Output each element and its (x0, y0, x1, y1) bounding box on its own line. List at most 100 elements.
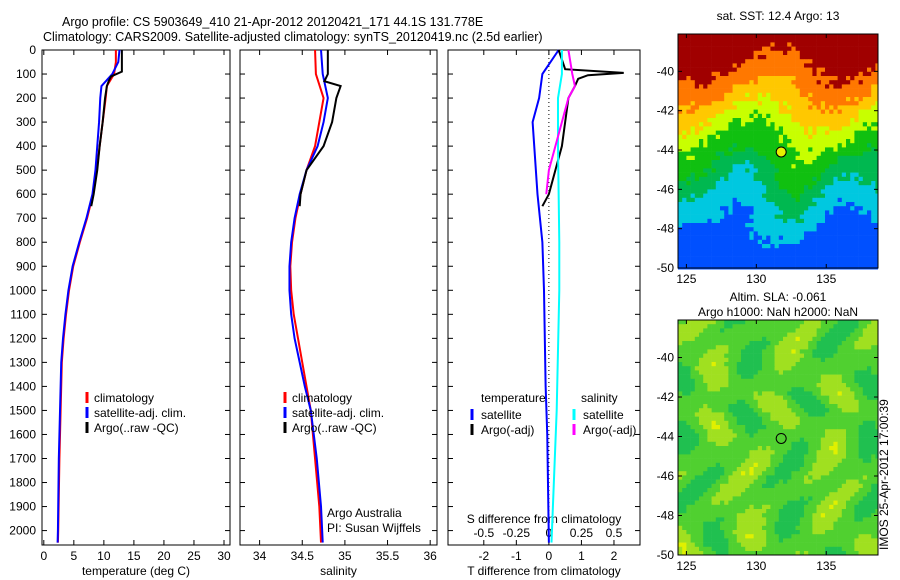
y-tick-label: 1300 (9, 355, 36, 369)
legend-label: Argo(-adj) (583, 423, 636, 437)
y-tick-label: 1900 (9, 500, 36, 514)
s-tick-label: -0.5 (473, 526, 494, 540)
x-tick-label: 1 (578, 549, 585, 563)
map-y-tick-label: -42 (657, 390, 675, 404)
x-tick-label: 36 (423, 549, 437, 563)
title-line-1: Argo profile: CS 5903649_410 21-Apr-2012… (62, 15, 484, 29)
y-tick-label: 800 (16, 235, 36, 249)
map-y-tick-label: -46 (657, 182, 675, 196)
series-argo-raw-qc- (298, 50, 342, 207)
y-tick-label: 900 (16, 259, 36, 273)
annotation: Argo Australia (327, 506, 402, 520)
series-s-argo-adj- (545, 49, 576, 195)
x-tick-label: 2 (611, 549, 618, 563)
map-y-tick-label: -44 (657, 143, 675, 157)
s-tick-label: 0.5 (606, 526, 623, 540)
legend-label: climatology (292, 391, 352, 405)
map-y-tick-label: -48 (657, 222, 675, 236)
y-tick-label: 1700 (9, 451, 36, 465)
y-tick-label: 600 (16, 187, 36, 201)
y-tick-label: 0 (29, 43, 36, 57)
legend-label: climatology (94, 391, 154, 405)
series-argo-raw-qc- (90, 50, 123, 207)
map-box-1 (677, 319, 879, 556)
argo-position-marker (775, 146, 787, 158)
y-tick-label: 200 (16, 91, 36, 105)
series-satellite-adj-clim- (288, 49, 329, 543)
x-tick-label: 35.5 (376, 549, 400, 563)
map-field-0 (678, 34, 880, 270)
y-tick-label: 400 (16, 139, 36, 153)
map-x-tick-label: 125 (676, 272, 696, 286)
y-tick-label: 1600 (9, 427, 36, 441)
map-y-tick-label: -40 (657, 64, 675, 78)
y-tick-label: 1800 (9, 476, 36, 490)
legend-label: satellite (583, 408, 624, 422)
x-tick-label: 0 (546, 549, 553, 563)
annotation: PI: Susan Wijffels (327, 521, 421, 535)
y-tick-label: 300 (16, 115, 36, 129)
x-tick-label: -1 (511, 549, 522, 563)
x-axis-label: T difference from climatology (467, 564, 621, 578)
x-tick-label: 10 (97, 549, 111, 563)
y-tick-label: 700 (16, 211, 36, 225)
y-tick-label: 100 (16, 67, 36, 81)
map-mask (878, 318, 900, 557)
map-y-tick-label: -50 (657, 548, 675, 562)
map-title: Argo h1000: NaN h2000: NaN (698, 305, 858, 319)
s-axis-label: S difference from climatology (467, 512, 622, 526)
legend-label: Argo(..raw -QC) (94, 421, 179, 435)
legend-label: satellite-adj. clim. (292, 406, 384, 420)
map-field-1 (678, 320, 880, 556)
side-label: IMOS 25-Apr-2012 17:00:39 (877, 399, 891, 550)
legend-header: temperature (481, 391, 546, 405)
y-tick-label: 1200 (9, 331, 36, 345)
axes-box-0 (41, 49, 231, 546)
map-box-0 (677, 33, 879, 269)
x-tick-label: 34 (253, 549, 267, 563)
x-tick-label: -2 (478, 549, 489, 563)
y-tick-label: 500 (16, 163, 36, 177)
legend-label: Argo(..raw -QC) (292, 421, 377, 435)
x-tick-label: 35 (338, 549, 352, 563)
x-tick-label: 0 (40, 549, 47, 563)
x-tick-label: 15 (127, 549, 141, 563)
y-tick-label: 1100 (10, 307, 36, 321)
argo-position-marker (775, 432, 787, 444)
map-y-tick-label: -42 (657, 104, 675, 118)
x-axis-label: salinity (320, 564, 357, 578)
x-tick-label: 5 (70, 549, 77, 563)
map-x-tick-label: 135 (816, 272, 836, 286)
map-y-tick-label: -40 (657, 351, 675, 365)
y-tick-label: 1400 (9, 379, 36, 393)
map-title: Altim. SLA: -0.061 (730, 290, 827, 304)
axes-box-1 (239, 49, 438, 546)
map-x-tick-label: 130 (746, 559, 766, 573)
map-x-tick-label: 130 (746, 272, 766, 286)
y-tick-label: 1500 (9, 403, 36, 417)
x-axis-label: temperature (deg C) (82, 564, 190, 578)
legend-header: salinity (581, 391, 618, 405)
series-t-satellite (531, 49, 560, 543)
x-tick-label: 20 (157, 549, 171, 563)
series-s-satellite (550, 50, 563, 543)
legend-label: satellite (481, 408, 522, 422)
map-y-tick-label: -50 (657, 261, 675, 275)
map-y-tick-label: -48 (657, 509, 675, 523)
map-mask (878, 32, 900, 270)
x-tick-label: 25 (187, 549, 201, 563)
map-title: sat. SST: 12.4 Argo: 13 (717, 9, 840, 23)
x-tick-label: 30 (217, 549, 231, 563)
y-tick-label: 2000 (9, 524, 36, 538)
x-tick-label: 34.5 (291, 549, 315, 563)
series-satellite-adj-clim- (56, 49, 121, 543)
map-y-tick-label: -46 (657, 469, 675, 483)
legend-label: satellite-adj. clim. (94, 406, 186, 420)
legend-label: Argo(-adj) (481, 423, 534, 437)
s-tick-label: 0.25 (570, 526, 594, 540)
map-x-tick-label: 125 (676, 559, 696, 573)
s-tick-label: -0.25 (503, 526, 531, 540)
map-y-tick-label: -44 (657, 430, 675, 444)
